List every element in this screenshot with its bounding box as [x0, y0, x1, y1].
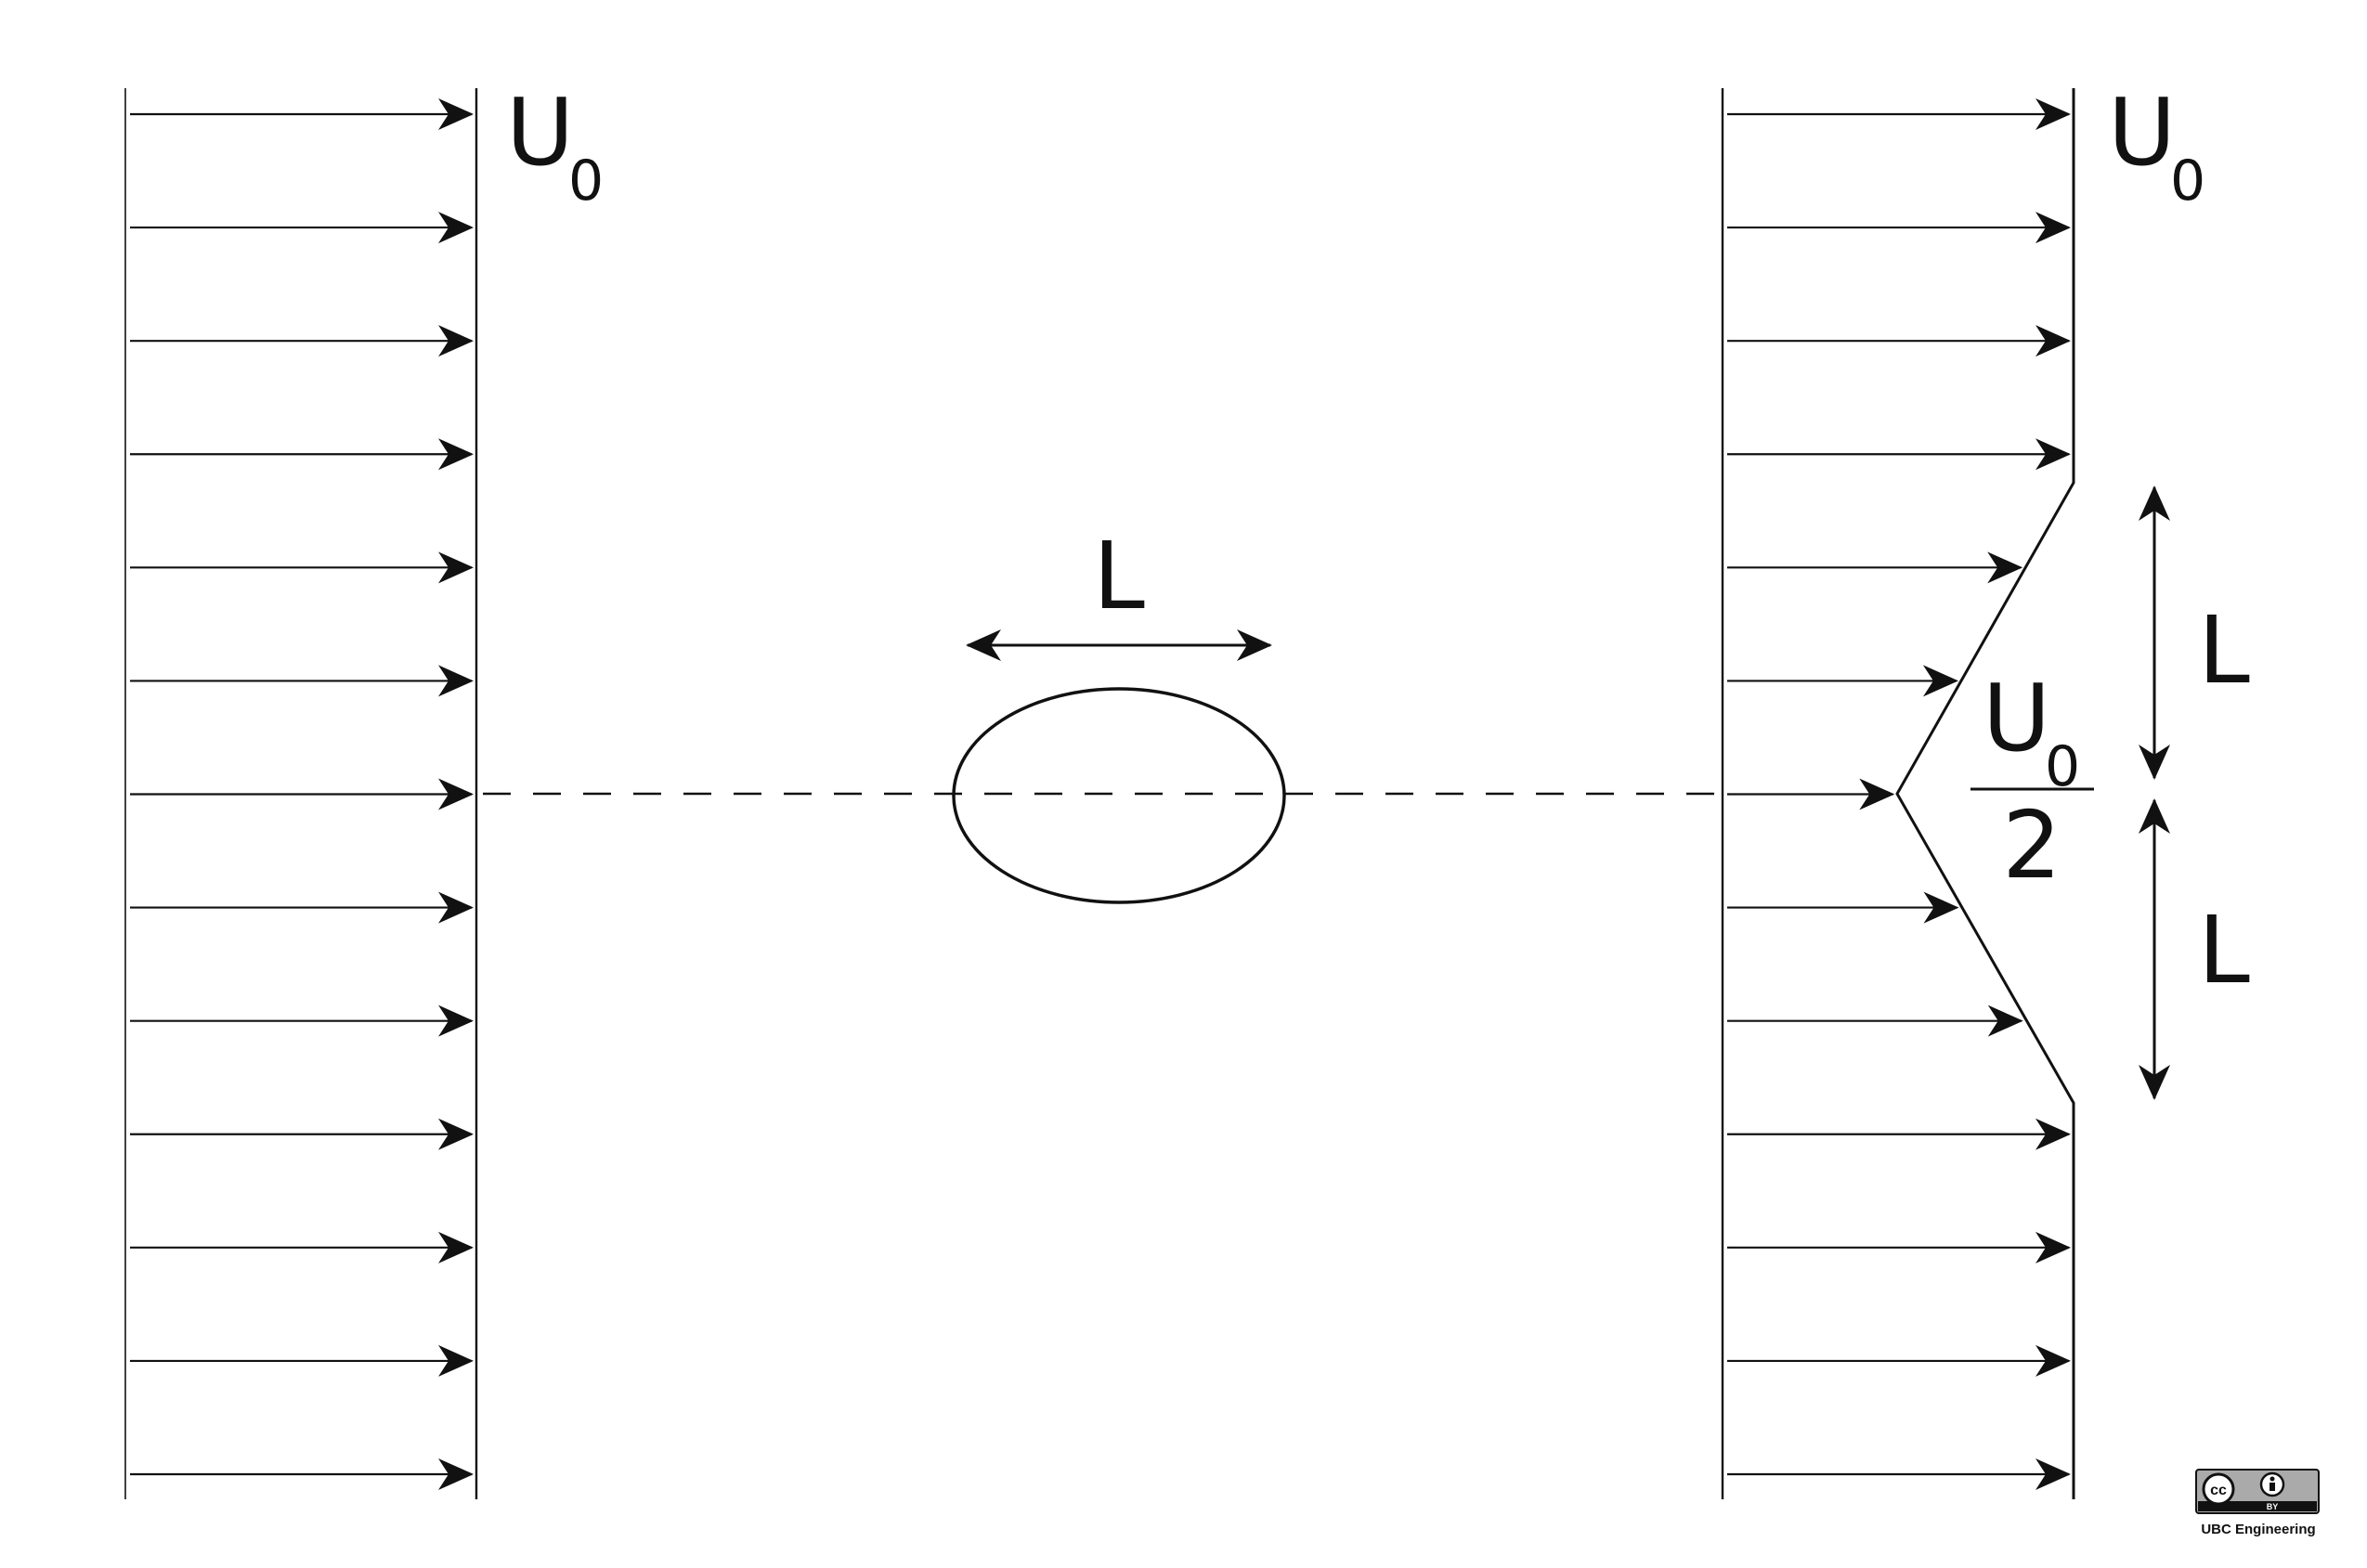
inlet-arrows — [130, 98, 474, 1490]
by-text: BY — [2267, 1502, 2279, 1511]
attribution-icon — [2259, 1471, 2285, 1497]
wake-arrows — [1727, 98, 2071, 1490]
lower-half-width-label: L — [2198, 896, 2250, 1004]
body-ellipse — [952, 687, 1286, 904]
deficit-denominator: 2 — [2002, 791, 2061, 900]
wake-velocity-label: U — [2108, 78, 2176, 187]
bluff-body: L — [952, 522, 1286, 904]
upper-half-width-label: L — [2198, 596, 2250, 705]
cc-icon-text: cc — [2210, 1483, 2227, 1498]
inlet-velocity-subscript: 0 — [568, 149, 604, 214]
badge-band — [2198, 1501, 2317, 1511]
inlet-profile: U 0 — [124, 78, 604, 1499]
license-badge: cc BY UBC Engineering — [2195, 1469, 2320, 1537]
credit-text: UBC Engineering — [2201, 1522, 2315, 1537]
deficit-numerator: U — [1983, 664, 2050, 772]
body-length-label: L — [1093, 522, 1145, 630]
wake-profile: U 0 U 0 2 L L — [1721, 78, 2250, 1499]
wake-velocity-subscript: 0 — [2170, 149, 2205, 214]
deficit-fraction: U 0 2 — [1970, 664, 2094, 900]
wake-profile-line — [1895, 88, 2075, 1499]
inlet-velocity-label: U — [506, 78, 574, 187]
cc-icon — [2202, 1472, 2235, 1506]
